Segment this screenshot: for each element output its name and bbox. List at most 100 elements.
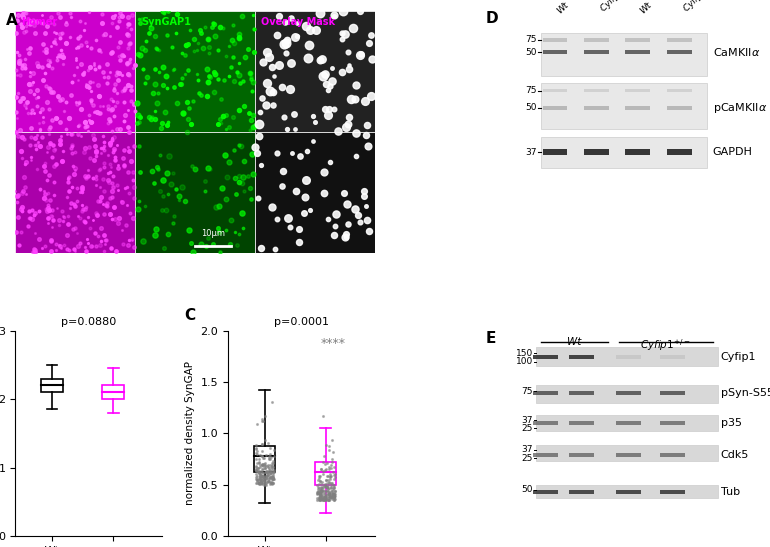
Point [257, 453, 270, 462]
Point [320, 480, 332, 488]
Point [233, 70, 245, 79]
Point [112, 42, 124, 51]
Point [256, 452, 269, 461]
Point [15, 94, 28, 102]
Point [114, 38, 126, 46]
Point [125, 82, 137, 91]
Point [42, 171, 55, 179]
Point [105, 48, 118, 56]
Point [293, 237, 305, 246]
Point [71, 196, 83, 205]
Point [117, 145, 129, 154]
Point [29, 94, 42, 102]
Point [250, 475, 263, 484]
Point [203, 78, 215, 86]
Point [236, 12, 248, 21]
Point [126, 10, 138, 19]
Point [329, 472, 341, 481]
Point [25, 156, 37, 165]
Point [179, 50, 192, 59]
Point [89, 107, 102, 115]
Point [326, 479, 338, 488]
Point [149, 107, 162, 116]
Point [319, 492, 331, 501]
Point [79, 123, 91, 132]
Point [260, 79, 273, 88]
Point [202, 35, 214, 44]
Point [12, 132, 24, 141]
Point [82, 172, 94, 181]
Point [162, 189, 174, 198]
Point [233, 33, 246, 42]
Point [22, 222, 34, 230]
Point [254, 469, 266, 478]
Point [285, 14, 297, 22]
Point [96, 144, 109, 153]
Point [317, 493, 330, 502]
Point [53, 241, 65, 250]
Point [85, 96, 97, 104]
Point [326, 468, 339, 477]
Bar [536, 445, 718, 461]
Point [319, 492, 331, 501]
Point [18, 61, 30, 69]
Point [315, 488, 327, 497]
Point [316, 494, 329, 503]
Point [120, 220, 132, 229]
Point [137, 65, 149, 73]
Point [28, 229, 41, 237]
Bar [569, 356, 594, 359]
Point [58, 212, 70, 221]
Point [97, 199, 109, 208]
Text: E: E [486, 331, 497, 346]
Point [276, 83, 288, 91]
Point [55, 117, 67, 126]
Point [117, 51, 129, 60]
Point [215, 95, 227, 103]
Point [61, 193, 73, 202]
Point [186, 161, 198, 170]
Point [39, 166, 52, 175]
Point [102, 105, 114, 114]
Point [11, 197, 23, 206]
Point [255, 478, 267, 486]
Point [54, 139, 66, 148]
Point [104, 141, 116, 149]
Point [118, 97, 130, 106]
Point [324, 489, 336, 498]
Point [337, 189, 350, 197]
Point [254, 468, 266, 477]
Point [266, 462, 279, 471]
Point [72, 34, 84, 43]
Point [107, 96, 119, 105]
Point [43, 84, 55, 92]
Point [75, 105, 87, 114]
Point [147, 88, 159, 97]
Point [98, 210, 110, 219]
Point [262, 470, 274, 479]
Point [116, 51, 129, 60]
Point [42, 142, 55, 151]
Point [323, 464, 335, 473]
Point [113, 214, 126, 223]
Point [264, 86, 276, 95]
Point [20, 21, 32, 30]
Point [312, 483, 324, 492]
Bar [533, 391, 557, 395]
Point [291, 31, 303, 40]
Point [324, 470, 336, 479]
Point [150, 163, 162, 172]
Point [105, 95, 117, 103]
Point [246, 149, 258, 158]
Point [74, 32, 86, 40]
Point [251, 478, 263, 487]
Point [132, 14, 145, 23]
Point [85, 118, 97, 126]
Bar [254, 446, 276, 473]
Point [69, 148, 81, 157]
Point [195, 240, 207, 249]
Point [327, 486, 340, 494]
Point [316, 55, 328, 63]
Point [33, 108, 45, 117]
Point [255, 479, 267, 487]
